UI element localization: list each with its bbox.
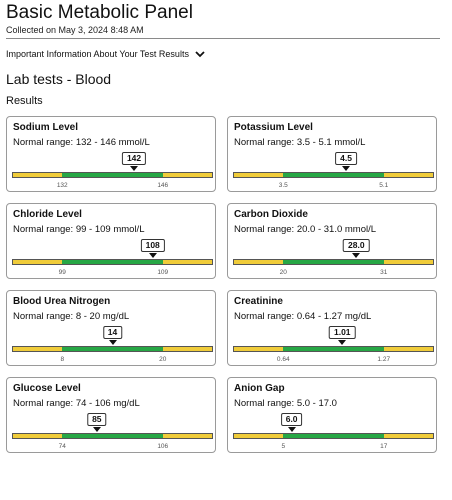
result-card: Creatinine Normal range: 0.64 - 1.27 mg/d…: [227, 290, 437, 366]
range-low-label: 132: [56, 182, 68, 189]
range-bar: [12, 346, 213, 352]
result-card: Chloride Level Normal range: 99 - 109 mmo…: [6, 203, 216, 279]
value-marker-icon: [342, 166, 351, 171]
test-name: Glucose Level: [13, 383, 81, 394]
important-info-label: Important Information About Your Test Re…: [6, 49, 189, 59]
normal-range: Normal range: 99 - 109 mmol/L: [13, 224, 145, 235]
result-card: Glucose Level Normal range: 74 - 106 mg/d…: [6, 377, 216, 453]
important-info-toggle[interactable]: Important Information About Your Test Re…: [6, 49, 205, 59]
test-name: Creatinine: [234, 296, 283, 307]
range-high-label: 106: [157, 443, 169, 450]
test-name: Anion Gap: [234, 383, 285, 394]
test-name: Chloride Level: [13, 209, 82, 220]
normal-range-segment: [62, 173, 163, 177]
normal-range-segment: [283, 173, 384, 177]
normal-range: Normal range: 3.5 - 5.1 mmol/L: [234, 137, 366, 148]
range-low-label: 99: [58, 269, 66, 276]
result-value: 14: [102, 326, 123, 339]
header-divider: [6, 38, 440, 39]
normal-range-segment: [62, 347, 163, 351]
range-bar: [233, 259, 434, 265]
value-marker-icon: [108, 340, 117, 345]
range-high-label: 5.1: [379, 182, 389, 189]
result-card: Blood Urea Nitrogen Normal range: 8 - 20 …: [6, 290, 216, 366]
normal-range-segment: [283, 260, 384, 264]
range-low-label: 8: [60, 356, 65, 363]
normal-range-segment: [283, 434, 384, 438]
result-card: Potassium Level Normal range: 3.5 - 5.1 m…: [227, 116, 437, 192]
range-high-label: 20: [159, 356, 167, 363]
value-marker-icon: [352, 253, 361, 258]
normal-range: Normal range: 74 - 106 mg/dL: [13, 398, 140, 409]
value-marker-icon: [92, 427, 101, 432]
normal-range: Normal range: 132 - 146 mmol/L: [13, 137, 150, 148]
range-high-label: 1.27: [377, 356, 391, 363]
normal-range: Normal range: 20.0 - 31.0 mmol/L: [234, 224, 377, 235]
chevron-down-icon: [195, 51, 205, 58]
page-title: Basic Metabolic Panel: [6, 2, 193, 23]
test-name: Sodium Level: [13, 122, 79, 133]
result-card: Anion Gap Normal range: 5.0 - 17.0 6.0 5 17: [227, 377, 437, 453]
range-high-label: 17: [380, 443, 388, 450]
range-low-label: 5: [281, 443, 286, 450]
result-value: 6.0: [280, 413, 303, 426]
normal-range-segment: [283, 347, 384, 351]
range-bar: [233, 172, 434, 178]
range-bar: [12, 433, 213, 439]
result-value: 142: [121, 152, 147, 165]
test-name: Carbon Dioxide: [234, 209, 308, 220]
range-low-label: 20: [279, 269, 287, 276]
normal-range: Normal range: 8 - 20 mg/dL: [13, 311, 130, 322]
results-heading: Results: [6, 95, 43, 107]
range-low-label: 74: [58, 443, 66, 450]
normal-range: Normal range: 5.0 - 17.0: [234, 398, 337, 409]
result-value: 28.0: [343, 239, 370, 252]
test-name: Blood Urea Nitrogen: [13, 296, 111, 307]
value-marker-icon: [287, 427, 296, 432]
value-marker-icon: [130, 166, 139, 171]
range-bar: [233, 433, 434, 439]
result-value: 108: [140, 239, 165, 252]
collected-date: Collected on May 3, 2024 8:48 AM: [6, 25, 144, 35]
range-low-label: 0.64: [276, 356, 290, 363]
range-high-label: 31: [380, 269, 388, 276]
range-bar: [12, 172, 213, 178]
test-name: Potassium Level: [234, 122, 313, 133]
normal-range: Normal range: 0.64 - 1.27 mg/dL: [234, 311, 372, 322]
range-high-label: 146: [157, 182, 169, 189]
result-value: 1.01: [328, 326, 356, 339]
range-high-label: 109: [157, 269, 169, 276]
normal-range-segment: [62, 260, 163, 264]
result-card: Sodium Level Normal range: 132 - 146 mmol…: [6, 116, 216, 192]
range-bar: [12, 259, 213, 265]
section-title: Lab tests - Blood: [6, 71, 112, 87]
value-marker-icon: [148, 253, 157, 258]
value-marker-icon: [338, 340, 347, 345]
normal-range-segment: [62, 434, 163, 438]
range-bar: [233, 346, 434, 352]
result-card: Carbon Dioxide Normal range: 20.0 - 31.0 …: [227, 203, 437, 279]
result-value: 85: [87, 413, 107, 426]
result-value: 4.5: [335, 152, 357, 165]
range-low-label: 3.5: [278, 182, 288, 189]
